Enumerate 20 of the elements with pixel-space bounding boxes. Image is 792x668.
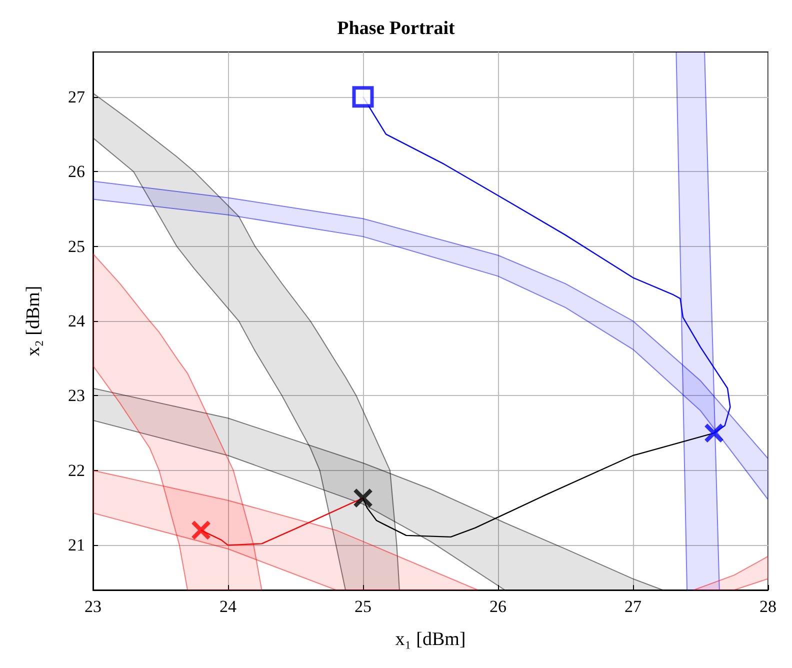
- x-tick-label: 25: [354, 597, 372, 616]
- point: [353, 488, 373, 508]
- x-tick-label: 28: [760, 597, 776, 616]
- y-tick-label: 22: [68, 460, 85, 480]
- x-tick-label: 26: [490, 597, 506, 616]
- x-tick-label: 24: [220, 597, 237, 616]
- chart-title: Phase Portrait: [337, 18, 456, 39]
- y-tick-label: 24: [68, 312, 86, 330]
- point: [191, 520, 211, 540]
- x-tick-label: 23: [84, 597, 102, 616]
- y-tick-label: 27: [68, 87, 86, 106]
- y-tick-label: 23: [68, 386, 85, 406]
- y-tick-label: 25: [68, 236, 85, 256]
- x-axis-title: x₁ [dBm]: [395, 629, 466, 650]
- y-axis-title: x₂ [dBm]: [23, 286, 44, 356]
- point: [704, 423, 724, 444]
- y-tick-label: 21: [68, 536, 85, 555]
- x-tick-label: 27: [624, 597, 642, 616]
- y-tick-label: 26: [68, 162, 85, 182]
- point: [352, 86, 374, 108]
